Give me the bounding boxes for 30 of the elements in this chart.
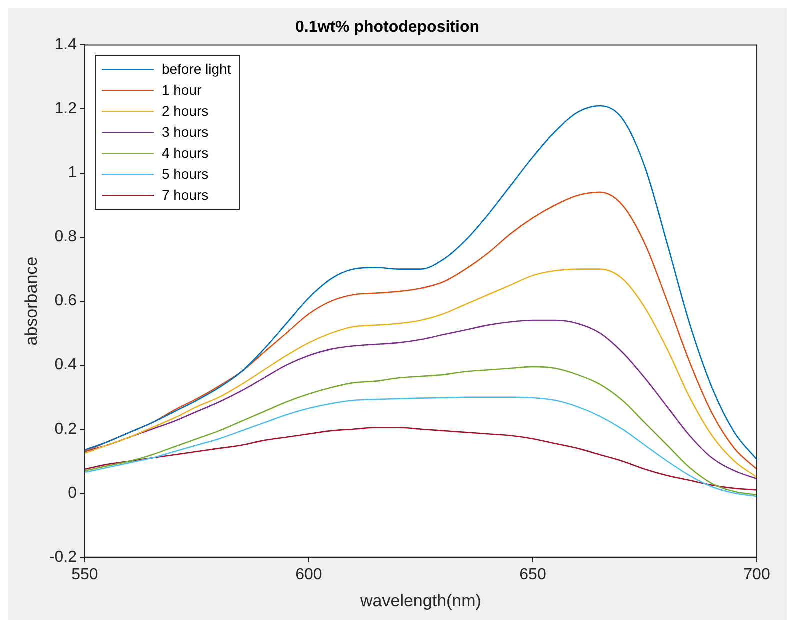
legend-label: 1 hour [162,81,202,100]
chart-title: 0.1wt% photodeposition [296,19,480,36]
y-tick-label: 1.4 [54,36,78,54]
legend-label: 3 hours [162,123,209,142]
line-series [84,427,757,491]
x-axis-title: wavelength(nm) [360,591,482,610]
y-tick-label: 0.4 [54,356,78,374]
y-tick-label: 1.2 [54,100,78,118]
line-series [84,396,757,498]
x-tick-label: 550 [72,566,98,584]
y-tick-label: 1 [68,164,78,182]
y-tick-label: -0.2 [49,548,78,566]
y-tick-label: 0.6 [54,292,78,310]
line-series [84,366,757,496]
x-tick-label: 700 [744,566,770,584]
y-axis-title: absorbance [22,256,41,346]
line-series [84,192,757,470]
y-tick-label: 0 [68,484,78,502]
x-tick-label: 600 [296,566,322,584]
y-tick-label: 0.8 [54,228,78,246]
line-series [84,268,757,478]
line-series [84,320,757,480]
x-tick-label: 650 [520,566,546,584]
legend-label: 4 hours [162,144,209,164]
legend-label: 2 hours [162,102,209,122]
legend-label: 5 hours [162,165,209,184]
y-tick-label: 0.2 [54,420,78,438]
line-series [84,105,757,460]
legend-label: before light [162,60,232,80]
legend-label: 7 hours [162,186,209,206]
